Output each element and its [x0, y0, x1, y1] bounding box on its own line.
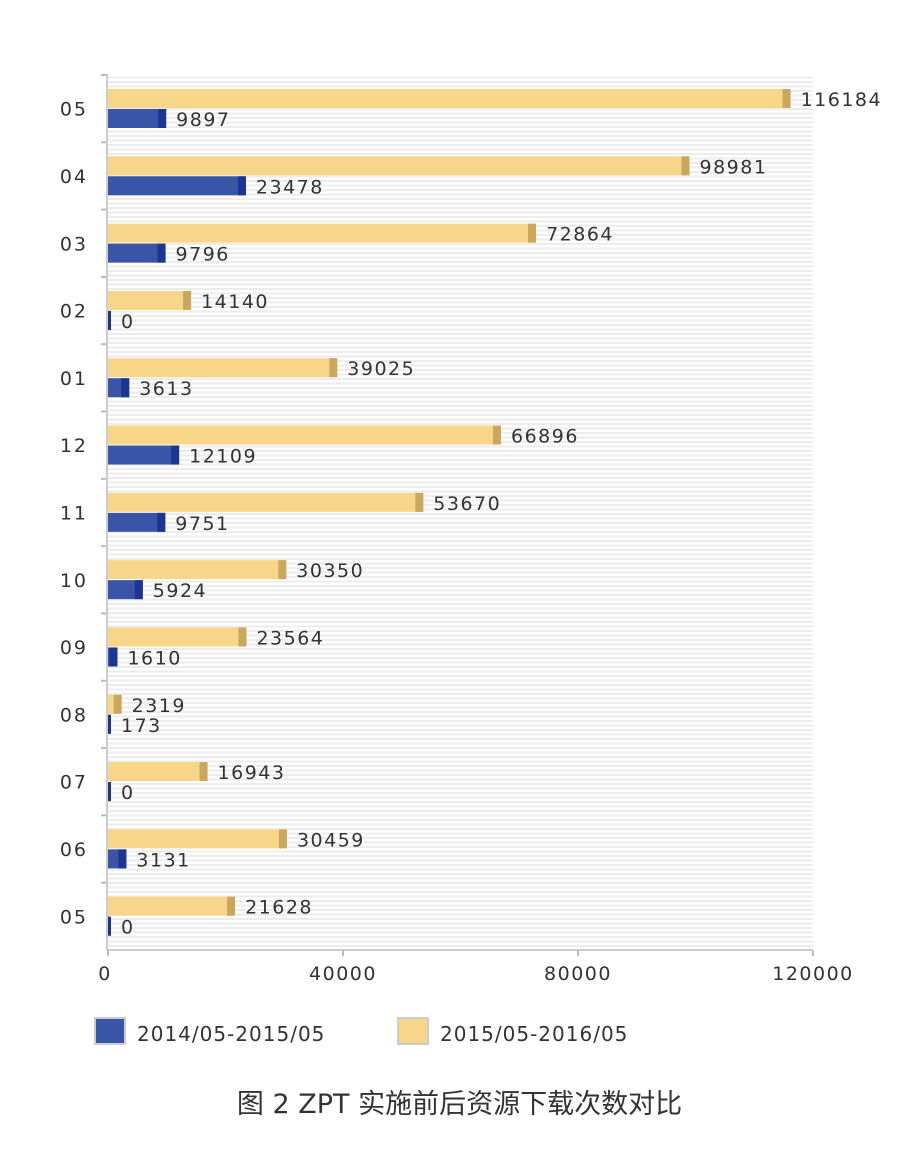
- data-label: 66896: [511, 426, 579, 448]
- bar-2015: [108, 896, 236, 916]
- legend-label: 2014/05-2015/05: [137, 1022, 325, 1046]
- y-tick-label: 03: [60, 233, 88, 255]
- y-tick-label: 05: [60, 99, 88, 121]
- data-label: 9796: [176, 244, 230, 266]
- bar-end-cap: [782, 89, 791, 108]
- data-label: 9751: [175, 513, 229, 535]
- bar-end-cap: [528, 223, 537, 243]
- y-tick-label: 02: [60, 301, 88, 323]
- legend-swatch: [397, 1017, 429, 1045]
- plot-background: [108, 75, 813, 950]
- bar-end-cap: [121, 378, 130, 398]
- bar-2015: [108, 425, 502, 445]
- bar-2014: [108, 445, 180, 465]
- bar-end-cap: [493, 425, 502, 445]
- bar-2015: [108, 156, 690, 176]
- data-label: 0: [121, 311, 135, 333]
- y-tick-label: 04: [60, 166, 88, 188]
- data-label: 21628: [245, 897, 313, 919]
- data-label: 0: [121, 782, 135, 804]
- data-label: 3131: [136, 849, 190, 871]
- x-tick-label: 0: [98, 963, 112, 985]
- data-label: 23478: [256, 176, 324, 198]
- data-label: 39025: [347, 358, 415, 380]
- y-tick-label: 10: [60, 570, 88, 592]
- y-tick-label: 11: [60, 503, 88, 525]
- bar-end-cap: [157, 243, 166, 263]
- bar-chart: 116184 9897 98981 23478 72864 9796 14140 0 39025…: [60, 74, 883, 1046]
- bar-end-cap: [238, 627, 247, 647]
- data-label: 0: [121, 917, 135, 939]
- bar-2014: [108, 512, 166, 532]
- bar-2015: [108, 290, 192, 310]
- bar-2015: [108, 627, 247, 647]
- data-label: 23564: [256, 627, 324, 649]
- bar-end-cap: [158, 109, 167, 128]
- bar-end-cap: [108, 782, 111, 802]
- data-label: 14140: [201, 291, 269, 313]
- y-tick-label: 01: [60, 368, 88, 390]
- y-tick-label: 06: [60, 839, 88, 861]
- bar-end-cap: [415, 492, 424, 512]
- data-label: 30350: [296, 560, 364, 582]
- bar-end-cap: [118, 849, 127, 869]
- y-tick-label: 09: [60, 637, 88, 659]
- data-label: 53670: [433, 493, 501, 515]
- x-tick-label: 120000: [772, 963, 854, 985]
- data-label: 12109: [189, 446, 257, 468]
- legend-swatch: [94, 1017, 126, 1045]
- data-label: 30459: [297, 829, 365, 851]
- data-label: 9897: [176, 109, 230, 131]
- bar-end-cap: [278, 829, 287, 849]
- data-label: 173: [121, 715, 162, 737]
- data-label: 5924: [153, 580, 207, 602]
- data-label: 116184: [801, 89, 883, 111]
- data-label: 2319: [132, 695, 186, 717]
- figure-caption: 图 2 ZPT 实施前后资源下载次数对比: [236, 1089, 683, 1120]
- data-label: 98981: [700, 156, 768, 178]
- bar-2015: [108, 89, 791, 108]
- bar-end-cap: [108, 714, 111, 734]
- data-label: 3613: [139, 378, 193, 400]
- bar-2014: [108, 580, 143, 600]
- bar-2015: [108, 829, 287, 849]
- bar-end-cap: [329, 358, 338, 378]
- y-tick-label: 07: [60, 772, 88, 794]
- bar-2014: [108, 109, 167, 128]
- y-tick-label: 12: [60, 435, 88, 457]
- bar-2015: [108, 762, 208, 782]
- bar-end-cap: [157, 512, 166, 532]
- bar-2015: [108, 223, 537, 243]
- data-label: 72864: [546, 224, 614, 246]
- bar-2015: [108, 560, 287, 580]
- bar-end-cap: [109, 647, 118, 667]
- data-label: 1610: [127, 647, 181, 669]
- bar-2015: [108, 358, 338, 378]
- x-tick-label: 80000: [544, 963, 612, 985]
- bar-end-cap: [237, 176, 246, 196]
- data-label: 16943: [218, 762, 286, 784]
- bar-end-cap: [227, 896, 236, 916]
- bar-end-cap: [171, 445, 180, 465]
- bar-2014: [108, 243, 166, 263]
- legend-label: 2015/05-2016/05: [440, 1022, 628, 1046]
- y-tick-label: 08: [60, 704, 88, 726]
- bar-end-cap: [113, 694, 122, 714]
- x-tick-label: 40000: [309, 963, 377, 985]
- bar-end-cap: [108, 916, 111, 936]
- bar-end-cap: [134, 580, 143, 600]
- y-tick-label: 05: [60, 906, 88, 928]
- bar-end-cap: [681, 156, 690, 176]
- bar-end-cap: [278, 560, 287, 580]
- bar-end-cap: [183, 290, 192, 310]
- bar-end-cap: [108, 310, 111, 330]
- bar-2014: [108, 176, 246, 196]
- bar-2015: [108, 492, 424, 512]
- bar-end-cap: [199, 762, 208, 782]
